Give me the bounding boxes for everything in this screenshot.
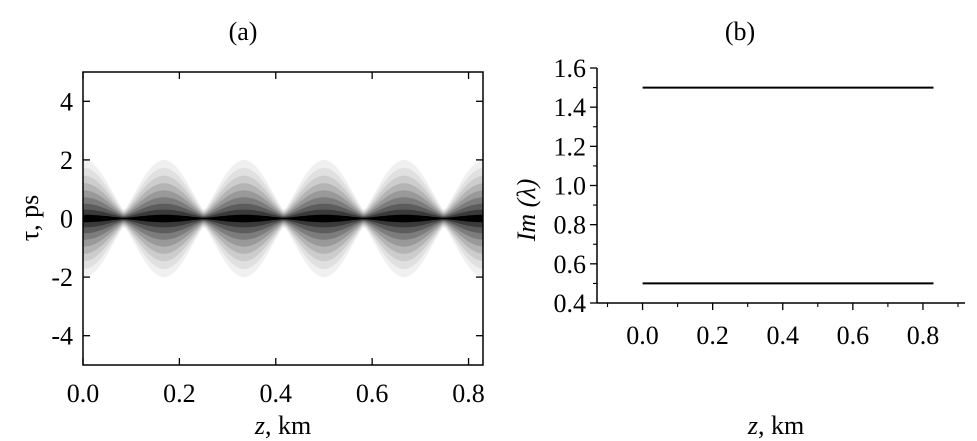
y-tick-label: 1.0 [554,172,587,201]
y-tick-label: 1.4 [554,93,587,122]
x-tick-label: 0.8 [452,379,485,408]
panel-b: (b) 1.6 1.4 1.2 1.0 0.8 0.6 0.4 0.0 0.2 0.4 0.6 0.8… [512,17,965,440]
y-tick-label: 0.8 [554,211,587,240]
panel-b-ticks: 1.6 1.4 1.2 1.0 0.8 0.6 0.4 0.0 0.2 0.4 0.6 0.8 [554,54,959,350]
panel-a-xlabel-var: z [254,411,265,440]
y-tick-label: 2 [60,146,73,175]
y-tick-label: 0 [60,205,73,234]
panel-a: (a) 0.0 0.2 0.4 0.6 0.8 4 2 0 -2 -4 τ, ps z, km [15,17,485,440]
y-tick-label: -4 [51,322,73,351]
panel-b-ylabel-prefix: Im [512,214,541,242]
panel-a-heatmap [83,159,483,278]
panel-b-series [642,86,934,285]
x-tick-label: 0.4 [767,321,800,350]
panel-a-label: (a) [229,17,258,46]
panel-a-ticks: 0.0 0.2 0.4 0.6 0.8 4 2 0 -2 -4 [51,72,485,408]
y-tick-label: -2 [51,263,73,292]
panel-a-xlabel: z, km [254,411,311,440]
x-tick-label: 0.0 [626,321,659,350]
y-tick-label: 0.4 [554,289,587,318]
x-tick-label: 0.8 [907,321,940,350]
y-tick-label: 0.6 [554,250,587,279]
x-tick-label: 0.6 [356,379,389,408]
y-tick-label: 4 [60,87,73,116]
panel-b-ylabel: Im (λ) [512,179,541,243]
panel-b-xlabel: z, km [747,411,804,440]
panel-b-xlabel-unit: , km [758,411,804,440]
y-tick-label: 1.6 [554,54,587,83]
panel-a-xlabel-unit: , km [265,411,311,440]
panel-b-label: (b) [725,17,755,46]
y-tick-label: 1.2 [554,132,587,161]
panel-a-ylabel: τ, ps [15,195,44,242]
x-tick-label: 0.4 [260,379,293,408]
x-tick-label: 0.2 [696,321,729,350]
x-tick-label: 0.6 [837,321,870,350]
panel-b-xlabel-var: z [747,411,758,440]
x-tick-label: 0.0 [67,379,100,408]
x-tick-label: 0.2 [163,379,196,408]
heatmap-contour-level [83,214,483,223]
panel-b-ylabel-arg: (λ) [512,179,541,208]
